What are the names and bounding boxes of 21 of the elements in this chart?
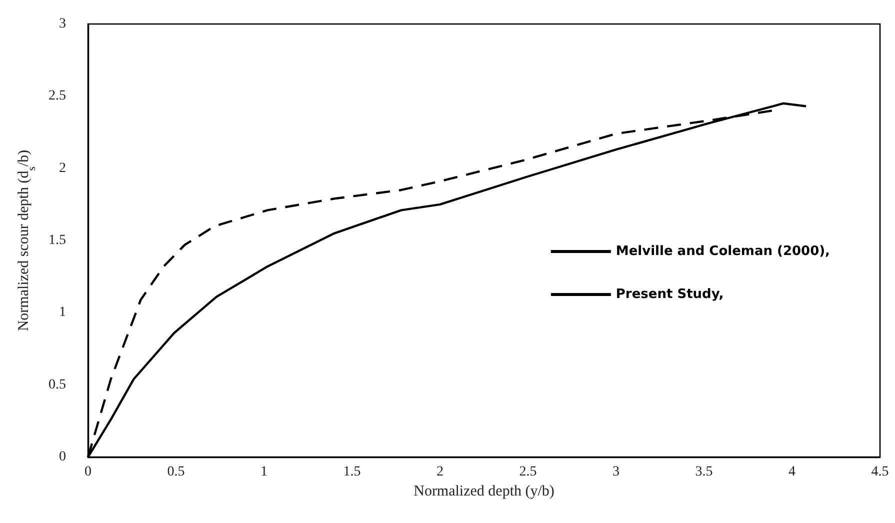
y-axis-title: Normalized scour depth (ds/b) — [16, 150, 38, 332]
y-tick-label: 0 — [59, 450, 66, 464]
x-tick-label: 3.5 — [695, 464, 713, 480]
legend-label: Melville and Coleman (2000), — [616, 244, 830, 259]
x-tick-label: 1 — [260, 464, 268, 480]
x-tick-label: 0.5 — [167, 464, 185, 480]
y-tick-label: 1.5 — [48, 233, 66, 248]
legend-label: Present Study, — [616, 287, 724, 302]
y-tick-label: 1 — [59, 305, 66, 320]
x-tick-label: 3 — [612, 464, 620, 480]
x-tick-label: 0 — [84, 464, 92, 480]
x-tick-label: 4 — [788, 464, 796, 480]
x-tick-label: 1.5 — [343, 464, 361, 480]
y-tick-label: 2.5 — [48, 88, 66, 104]
y-tick-label: 3 — [59, 16, 66, 32]
y-tick-label: 2 — [59, 160, 66, 176]
x-tick-label: 4.5 — [871, 464, 889, 480]
x-tick-label: 2 — [436, 464, 444, 480]
x-axis-title: Normalized depth (y/b) — [414, 483, 554, 500]
x-tick-label: 2.5 — [519, 464, 537, 480]
y-tick-label: 0.5 — [48, 377, 66, 392]
